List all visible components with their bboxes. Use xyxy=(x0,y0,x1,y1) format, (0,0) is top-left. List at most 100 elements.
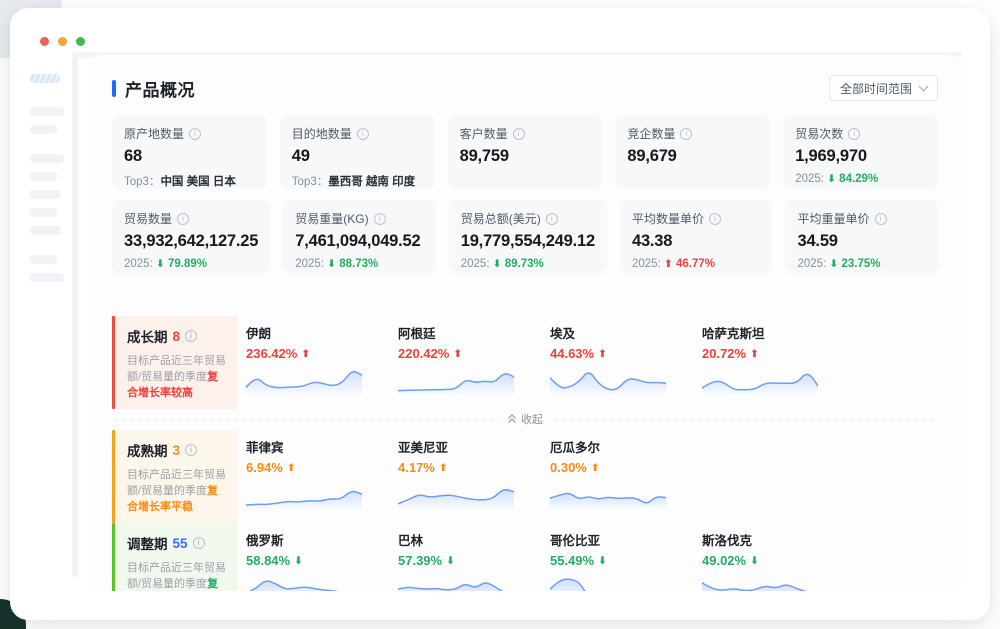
lifecycle-section-row: 调整期 55 目标产品近三年贸易额/贸易量的季度复合增长率呈负 俄罗斯 58.84… xyxy=(112,523,938,591)
sparkline-chart xyxy=(550,578,586,591)
stat-label: 原产地数量 xyxy=(124,127,185,141)
section-divider: 收起 xyxy=(112,411,938,427)
stat-card: 贸易总额(美元) 19,779,554,249.12 2025: ⬇ 89.73… xyxy=(448,200,607,274)
info-icon[interactable] xyxy=(874,212,887,225)
country-name: 菲律宾 xyxy=(246,441,284,455)
info-icon[interactable] xyxy=(708,212,721,225)
stat-card: 平均数量单价 43.38 2025: ⬆ 46.77% xyxy=(619,200,773,274)
stat-label: 贸易总额(美元) xyxy=(460,212,541,226)
country-trend-cell: 巴林 57.39% ⬇ xyxy=(398,527,550,591)
stat-card: 贸易重量(KG) 7,461,094,049.52 2025: ⬇ 88.73% xyxy=(283,200,436,274)
country-trend-cell: 埃及 44.63% ⬆ xyxy=(550,320,702,395)
collapse-icon xyxy=(508,414,516,423)
lifecycle-section-row: 成熟期 3 目标产品近三年贸易额/贸易量的季度复合增长率平稳 菲律宾 6.94%⬆… xyxy=(112,430,938,523)
country-trend-cell: 伊朗 236.42% ⬆ xyxy=(246,320,398,395)
minimize-window-icon[interactable] xyxy=(58,37,67,46)
country-trend-cell: 厄瓜多尔 0.30% ⬆ xyxy=(550,434,702,509)
sparkline-chart xyxy=(702,373,818,395)
section-description: 目标产品近三年贸易额/贸易量的季度复合增长率呈负 xyxy=(127,560,228,591)
section-count: 55 xyxy=(172,535,188,551)
sparkline-chart xyxy=(248,580,339,591)
country-trend-cell: 菲律宾 6.94% ⬆ xyxy=(246,434,398,509)
trend-down-indicator: ⬇ 84.29% xyxy=(827,173,879,185)
maximize-window-icon[interactable] xyxy=(76,37,85,46)
lifecycle-section-row: 成长期 8 目标产品近三年贸易额/贸易量的季度复合增长率较高 伊朗 236.42%… xyxy=(112,316,938,409)
info-icon[interactable] xyxy=(185,330,198,342)
stat-value: 34.59 xyxy=(797,232,838,250)
stat-card: 平均重量单价 34.59 2025: ⬇ 23.75% xyxy=(785,200,938,274)
stat-card: 竞企数量 89,679 xyxy=(615,115,771,189)
sidebar-item[interactable] xyxy=(30,208,57,217)
sparkline-chart xyxy=(246,490,362,509)
close-window-icon[interactable] xyxy=(40,37,49,46)
section-countries: 伊朗 236.42% ⬆ 阿根廷 220.42% ⬆ 埃及 44.63% ⬆ 哈萨克斯… xyxy=(238,316,938,409)
stat-subtext: Top3：墨西哥 越南 印度 xyxy=(291,176,416,188)
sparkline-chart xyxy=(702,582,807,591)
stats-row-1: 原产地数量 68 Top3：中国 美国 日本 目的地数量 49 Top3：墨西哥… xyxy=(112,115,938,189)
sidebar-item[interactable] xyxy=(30,273,64,282)
sidebar-skeleton xyxy=(30,74,76,282)
description-highlight: 复合增长率较高 xyxy=(127,371,219,399)
stat-value: 7,461,094,049.52 xyxy=(295,232,421,250)
stat-label: 贸易次数 xyxy=(795,127,844,141)
sidebar-item[interactable] xyxy=(30,226,61,235)
product-overview-panel: 产品概况 全部时间范围 原产地数量 68 Top3：中国 美国 日本 目的地数量… xyxy=(88,55,962,591)
sidebar-item[interactable] xyxy=(30,107,64,116)
stat-card: 目的地数量 49 Top3：墨西哥 越南 印度 xyxy=(279,115,435,189)
country-trend-cell: 哥伦比亚 55.49% ⬇ xyxy=(550,527,702,591)
stat-value: 33,932,642,127.25 xyxy=(124,232,259,250)
stat-value: 43.38 xyxy=(631,232,673,250)
stat-value: 19,779,554,249.12 xyxy=(460,232,595,250)
section-countries: 俄罗斯 58.84% ⬇ 巴林 57.39% ⬇ 哥伦比亚 55.49% ⬇ 斯洛伐克… xyxy=(238,523,938,591)
sidebar-item[interactable] xyxy=(30,125,57,134)
country-trend-cell: 斯洛伐克 49.02% ⬇ xyxy=(702,527,854,591)
divider-line xyxy=(112,418,499,420)
trend-up-indicator: ⬆ 46.77% xyxy=(663,258,715,270)
stat-label: 贸易重量(KG) xyxy=(295,212,369,226)
description-highlight: 复合增长率平稳 xyxy=(127,485,219,513)
trend-down-indicator: ⬇ 88.73% xyxy=(327,258,379,270)
country-growth-pct: 44.63% ⬆ xyxy=(550,346,607,361)
info-icon[interactable] xyxy=(192,537,205,549)
country-name: 哥伦比亚 xyxy=(550,534,601,548)
section-label-block: 成熟期 3 目标产品近三年贸易额/贸易量的季度复合增长率平稳 xyxy=(112,430,238,523)
sidebar-item[interactable] xyxy=(30,190,61,199)
sparkline-chart xyxy=(550,492,666,509)
country-name: 伊朗 xyxy=(246,327,272,341)
info-icon[interactable] xyxy=(680,127,693,140)
info-icon[interactable] xyxy=(356,127,369,140)
stat-label: 目的地数量 xyxy=(291,127,352,141)
sidebar-item-active[interactable] xyxy=(30,74,60,83)
info-icon[interactable] xyxy=(512,127,525,140)
section-count: 8 xyxy=(172,328,181,344)
time-range-select[interactable]: 全部时间范围 xyxy=(828,75,938,101)
info-icon[interactable] xyxy=(189,127,202,140)
page-title: 产品概况 xyxy=(125,80,195,100)
country-growth-pct: 4.17% ⬆ xyxy=(398,460,448,475)
country-name: 斯洛伐克 xyxy=(702,534,753,548)
section-count: 3 xyxy=(172,442,181,458)
country-growth-pct: 55.49% ⬇ xyxy=(550,553,607,568)
stat-subtext: 2025: ⬇ 89.73% xyxy=(460,258,544,270)
sidebar-item[interactable] xyxy=(30,154,64,163)
info-icon[interactable] xyxy=(848,127,861,140)
stat-card: 客户数量 89,759 xyxy=(447,115,603,189)
info-icon[interactable] xyxy=(185,444,198,456)
collapse-link[interactable]: 收起 xyxy=(507,411,543,427)
trend-down-indicator: ⬇ 79.89% xyxy=(155,258,207,270)
country-trend-cell: 亚美尼亚 4.17% ⬆ xyxy=(398,434,550,509)
title-accent-bar xyxy=(112,79,116,97)
stat-label: 平均重量单价 xyxy=(797,212,870,226)
time-range-value: 全部时间范围 xyxy=(839,81,912,96)
sidebar-item[interactable] xyxy=(30,172,57,181)
country-name: 埃及 xyxy=(550,327,576,341)
info-icon[interactable] xyxy=(177,212,190,225)
section-description: 目标产品近三年贸易额/贸易量的季度复合增长率平稳 xyxy=(127,469,226,513)
sidebar-item[interactable] xyxy=(30,255,57,264)
info-icon[interactable] xyxy=(545,212,558,225)
section-countries: 菲律宾 6.94% ⬆ 亚美尼亚 4.17% ⬆ 厄瓜多尔 0.30% ⬆ xyxy=(238,430,938,523)
info-icon[interactable] xyxy=(373,212,386,225)
stat-subtext: 2025: ⬇ 84.29% xyxy=(795,173,879,185)
stat-subtext: 2025: ⬇ 23.75% xyxy=(797,258,881,270)
stats-row-2: 贸易数量 33,932,642,127.25 2025: ⬇ 79.89% 贸易… xyxy=(112,200,938,274)
